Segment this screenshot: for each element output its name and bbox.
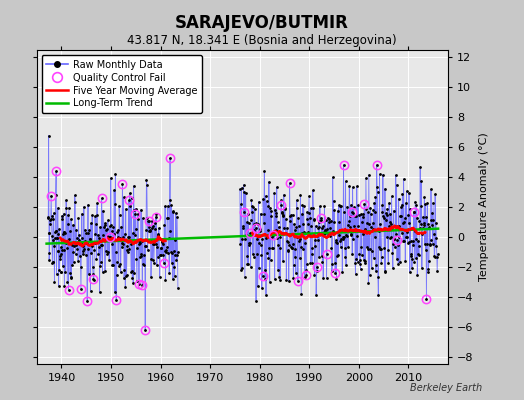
Y-axis label: Temperature Anomaly (°C): Temperature Anomaly (°C)	[479, 133, 489, 281]
Text: 43.817 N, 18.341 E (Bosnia and Herzegovina): 43.817 N, 18.341 E (Bosnia and Herzegovi…	[127, 34, 397, 47]
Text: SARAJEVO/BUTMIR: SARAJEVO/BUTMIR	[175, 14, 349, 32]
Legend: Raw Monthly Data, Quality Control Fail, Five Year Moving Average, Long-Term Tren: Raw Monthly Data, Quality Control Fail, …	[41, 55, 202, 113]
Text: Berkeley Earth: Berkeley Earth	[410, 383, 482, 393]
